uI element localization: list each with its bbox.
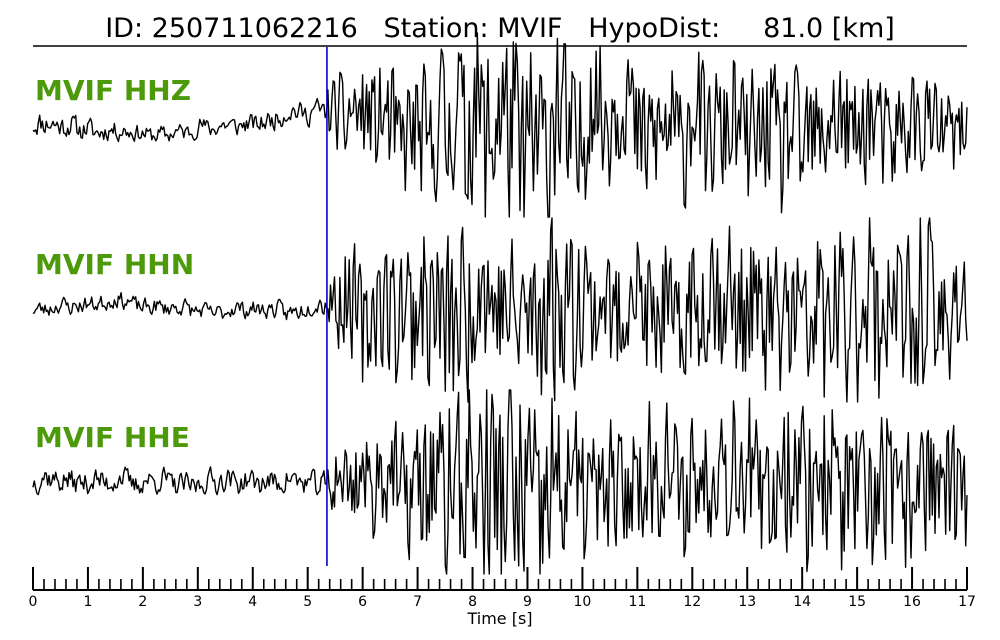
trace-group [32, 32, 968, 575]
trace-mvif-hhe [32, 389, 968, 575]
x-tick-label: 0 [29, 594, 38, 610]
channel-label-group: MVIF HHZ MVIF HHN MVIF HHE [35, 74, 194, 454]
x-tick-label: 4 [248, 594, 257, 610]
x-tick-label: 1 [83, 594, 92, 610]
x-tick-label: 8 [468, 594, 477, 610]
x-tick-label: 12 [683, 594, 701, 610]
x-tick-label: 16 [903, 594, 921, 610]
channel-label-mvif-hhz: MVIF HHZ [35, 74, 191, 107]
x-tick-label: 5 [303, 594, 312, 610]
trace-mvif-hhz [32, 32, 968, 218]
x-tick-label: 2 [138, 594, 147, 610]
trace-mvif-hhn [32, 217, 968, 403]
x-tick-label: 3 [193, 594, 202, 610]
x-tick-label: 7 [413, 594, 422, 610]
x-tick-label: 10 [573, 594, 591, 610]
x-tick-label: 17 [958, 594, 976, 610]
x-axis: 0 1 2 3 4 5 6 7 8 9 10 11 12 13 14 15 16 17 [29, 567, 976, 610]
x-axis-label: Time [s] [466, 609, 532, 628]
channel-label-mvif-hhn: MVIF HHN [35, 248, 194, 281]
x-tick-label: 13 [738, 594, 756, 610]
x-tick-label: 6 [358, 594, 367, 610]
x-tick-label: 15 [848, 594, 866, 610]
chart-title: ID: 250711062216 Station: MVIF HypoDist:… [105, 13, 895, 44]
x-tick-label: 9 [523, 594, 532, 610]
x-tick-label: 11 [628, 594, 646, 610]
channel-label-mvif-hhe: MVIF HHE [35, 421, 190, 454]
x-tick-label: 14 [793, 594, 811, 610]
